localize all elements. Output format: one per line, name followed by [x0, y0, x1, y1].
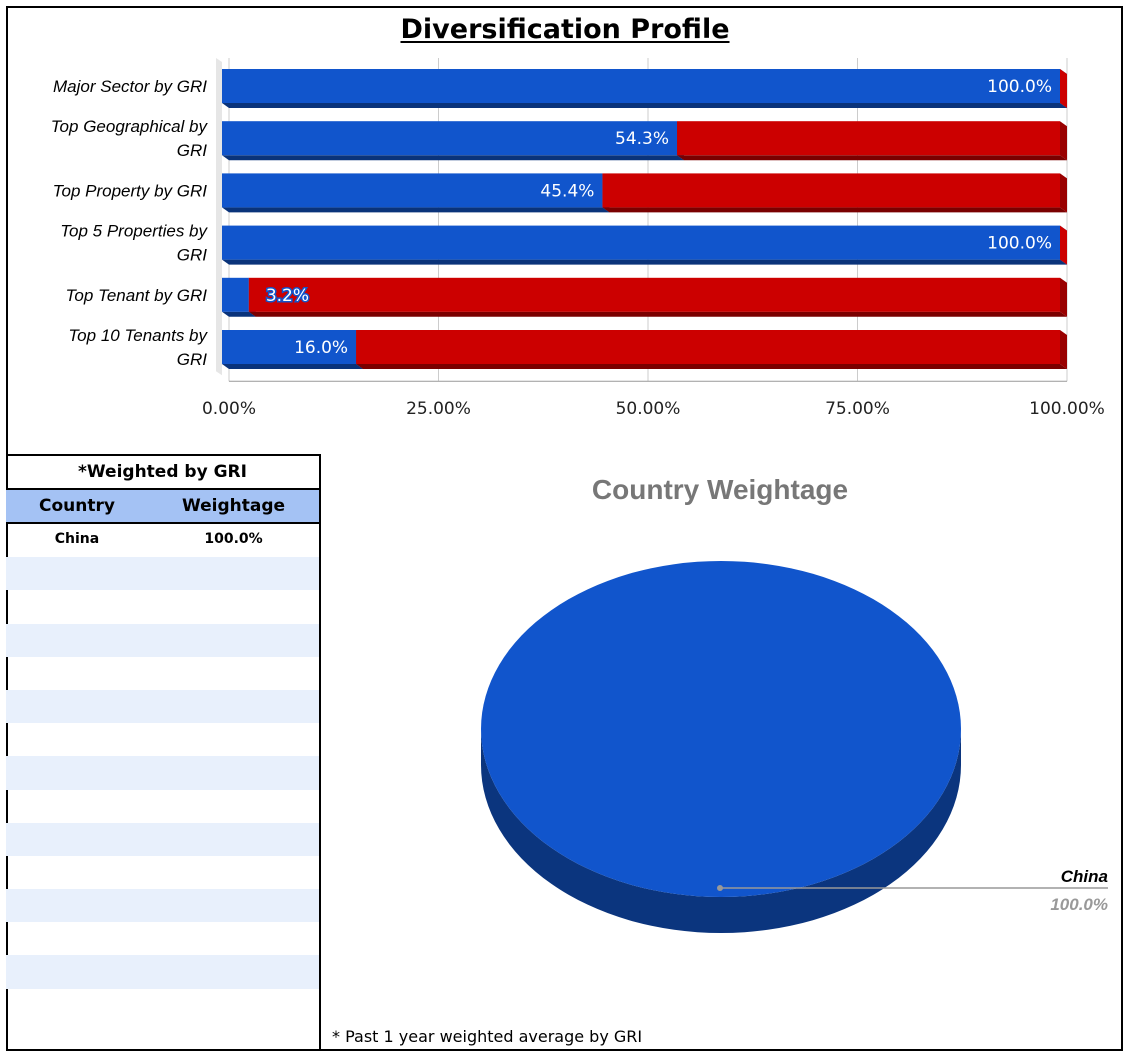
table-row	[6, 756, 319, 790]
table-caption: *Weighted by GRI	[6, 456, 319, 490]
table-body: China 100.0%	[6, 524, 319, 1022]
bar-segment-side	[1060, 330, 1067, 369]
bar-segment-bottom	[222, 103, 1067, 108]
bar-data-label: 100.0%	[987, 77, 1052, 97]
bar-segment-remainder	[356, 330, 1061, 364]
bar-segment-side	[1060, 121, 1067, 161]
bar-end-cap	[1060, 225, 1067, 265]
x-tick-label: 50.00%	[616, 399, 681, 419]
bar-segment-primary	[222, 173, 603, 208]
bar-segment-primary	[222, 277, 249, 312]
table-row	[6, 955, 319, 989]
bar-segment-bottom	[222, 155, 685, 161]
bar-segment-bottom	[222, 207, 610, 213]
y-category-label: GRI	[177, 350, 208, 369]
dashboard-frame	[6, 6, 1123, 1051]
bar-segment-primary	[222, 121, 678, 156]
bar-data-label: 54.3%	[615, 129, 669, 149]
bar-segment-side	[1060, 277, 1067, 317]
pie-slice-side-china	[481, 729, 961, 933]
bar-segment-remainder	[248, 277, 1061, 312]
country-weightage-table: *Weighted by GRI Country Weightage China…	[6, 454, 321, 1051]
bar-segment-primary	[222, 225, 1060, 260]
diversification-bar-chart: 0.00% 25.00% 50.00% 75.00% 100.00% Major Sect…	[51, 58, 1105, 419]
y-category-label: Top 10 Tenants by	[68, 326, 208, 345]
bar-segment-bottom	[248, 311, 1068, 317]
page-title: Diversification Profile	[400, 14, 730, 45]
footnote: * Past 1 year weighted average by GRI	[332, 1027, 643, 1046]
table-row	[6, 889, 319, 923]
pie-value-label: 100.0%	[1050, 895, 1108, 914]
pie-category-label: China	[1061, 867, 1108, 886]
weightage-cell: 100.0%	[204, 531, 263, 547]
bar-end-cap	[1060, 69, 1067, 108]
bar-segment-remainder	[677, 121, 1060, 156]
bar-segment-bottom	[356, 364, 1068, 369]
pie-chart-title: Country Weightage	[591, 474, 849, 505]
table-row	[6, 822, 319, 856]
y-category-label: Major Sector by GRI	[53, 77, 207, 96]
x-tick-label: 75.00%	[825, 399, 890, 419]
y-category-label: GRI	[177, 141, 208, 160]
bar-data-label: 3.2%	[266, 286, 309, 306]
table-row	[6, 689, 319, 724]
table-row	[6, 623, 319, 657]
table-row: China 100.0%	[6, 524, 319, 557]
pie-slice-china	[481, 561, 961, 897]
x-tick-label: 0.00%	[202, 399, 256, 419]
bar-segment-primary	[222, 330, 357, 364]
bar-data-label: 100.0%	[987, 234, 1052, 254]
bar-data-label: 16.0%	[294, 338, 348, 358]
y-category-label: Top 5 Properties by	[60, 222, 208, 241]
bar-segment-bottom	[602, 207, 1067, 213]
x-tick-label: 100.00%	[1029, 399, 1105, 419]
bar-segment-bottom	[222, 311, 256, 317]
bar-segment-remainder	[602, 173, 1060, 208]
column-header-country: Country	[39, 496, 115, 516]
bar-data-label: 45.4%	[540, 181, 594, 201]
column-header-weightage: Weightage	[181, 496, 286, 516]
y-category-label: Top Property by GRI	[53, 181, 208, 200]
bar-segment-bottom	[222, 364, 364, 369]
country-cell: China	[54, 531, 100, 547]
y-category-label: GRI	[177, 246, 208, 265]
chart-side-wall	[216, 58, 222, 376]
y-category-label: Top Geographical by	[51, 117, 209, 136]
x-tick-label: 25.00%	[406, 399, 471, 419]
table-header-row: Country Weightage	[6, 490, 319, 524]
y-category-label: Top Tenant by GRI	[66, 286, 208, 305]
table-row	[6, 557, 319, 591]
bar-segment-side	[1060, 173, 1067, 213]
bar-segment-primary	[222, 69, 1060, 103]
bar-segment-bottom	[222, 259, 1067, 265]
bar-segment-bottom	[677, 155, 1067, 161]
